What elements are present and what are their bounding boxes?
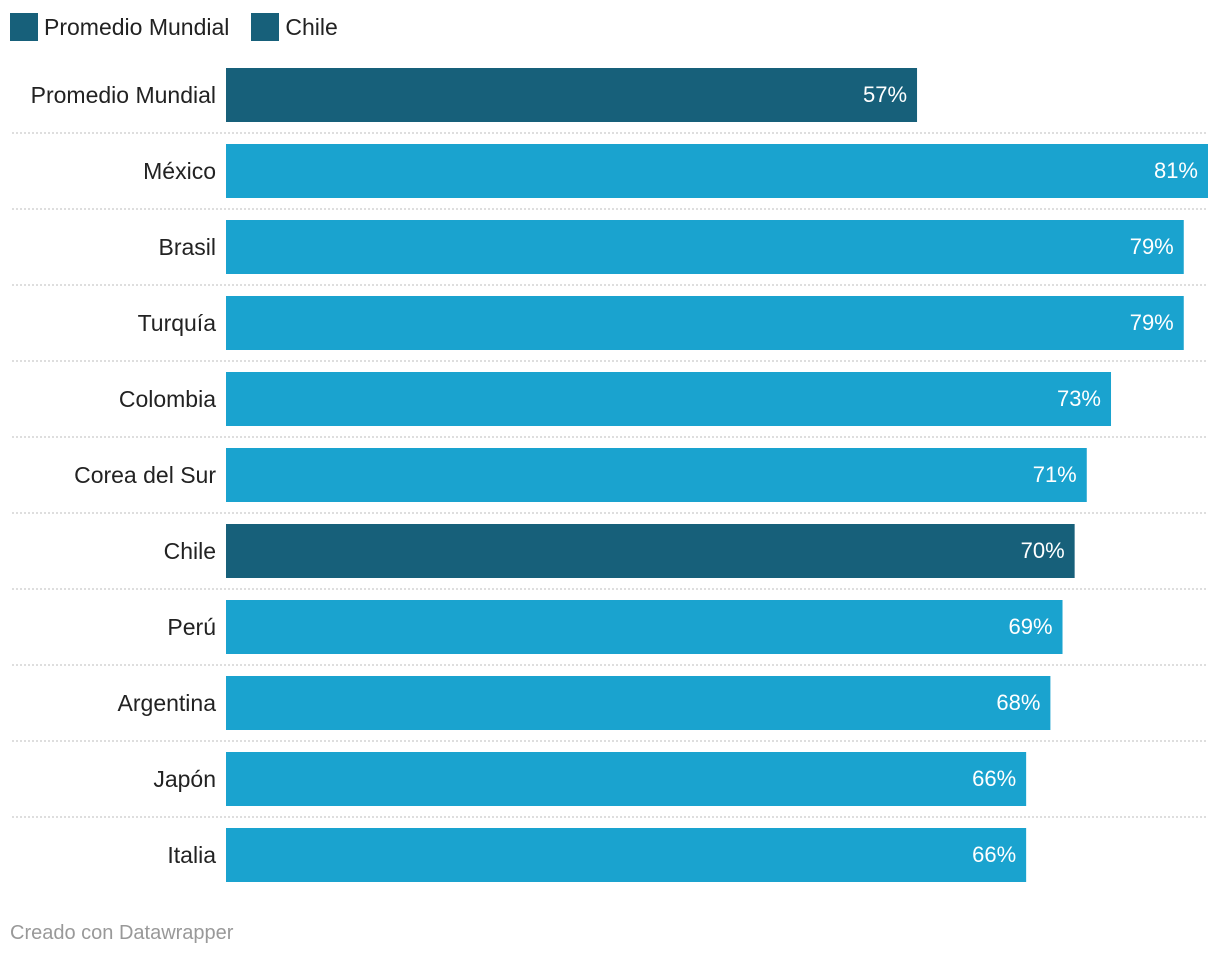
bar-row-brasil: Brasil 79% <box>158 220 1184 274</box>
category-label-chile: Chile <box>164 538 216 564</box>
category-label-japon: Japón <box>153 766 216 792</box>
value-label-mexico: 81% <box>1154 158 1198 183</box>
value-label-argentina: 68% <box>996 690 1040 715</box>
bar-italia <box>226 828 1027 882</box>
bar-argentina <box>226 676 1051 730</box>
category-label-corea-del-sur: Corea del Sur <box>74 462 216 488</box>
bar-corea-del-sur <box>226 448 1087 502</box>
bar-row-chile: Chile 70% <box>164 524 1075 578</box>
value-label-brasil: 79% <box>1130 234 1174 259</box>
value-label-chile: 70% <box>1021 538 1065 563</box>
bar-row-italia: Italia 66% <box>167 828 1027 882</box>
legend-item-promedio-mundial: Promedio Mundial <box>10 13 229 41</box>
bar-brasil <box>226 220 1184 274</box>
category-label-mexico: México <box>143 158 216 184</box>
legend-swatch-promedio-mundial <box>10 13 38 41</box>
bar-turquia <box>226 296 1184 350</box>
category-label-colombia: Colombia <box>119 386 216 412</box>
bar-peru <box>226 600 1063 654</box>
value-label-promedio-mundial: 57% <box>863 82 907 107</box>
legend-label-chile: Chile <box>285 13 338 40</box>
bar-row-peru: Perú 69% <box>167 600 1063 654</box>
value-label-turquia: 79% <box>1130 310 1174 335</box>
bar-row-mexico: México 81% <box>143 144 1208 198</box>
value-label-italia: 66% <box>972 842 1016 867</box>
bar-row-corea-del-sur: Corea del Sur 71% <box>74 448 1087 502</box>
category-label-brasil: Brasil <box>158 234 216 260</box>
legend-item-chile: Chile <box>251 13 338 41</box>
bar-row-turquia: Turquía 79% <box>138 296 1184 350</box>
bar-colombia <box>226 372 1112 426</box>
bar-mexico <box>226 144 1208 198</box>
value-label-colombia: 73% <box>1057 386 1101 411</box>
bar-promedio-mundial <box>226 68 918 122</box>
bar-row-colombia: Colombia 73% <box>119 372 1112 426</box>
bar-chart: Promedio Mundial 57%México 81%Brasil 79%Tur… <box>12 68 1208 882</box>
bar-row-argentina: Argentina 68% <box>118 676 1051 730</box>
value-label-peru: 69% <box>1008 614 1052 639</box>
category-label-argentina: Argentina <box>118 690 217 716</box>
legend: Promedio Mundial Chile <box>10 11 360 43</box>
footer-credit: Creado con Datawrapper <box>10 922 234 944</box>
legend-swatch-chile <box>251 13 280 41</box>
category-label-turquia: Turquía <box>138 310 217 336</box>
category-label-peru: Perú <box>167 614 216 640</box>
bar-chile <box>226 524 1075 578</box>
bar-row-japon: Japón 66% <box>153 752 1027 806</box>
legend-label-promedio-mundial: Promedio Mundial <box>44 13 230 40</box>
category-label-promedio-mundial: Promedio Mundial <box>31 82 216 108</box>
category-label-italia: Italia <box>167 842 216 868</box>
value-label-corea-del-sur: 71% <box>1033 462 1077 487</box>
value-label-japon: 66% <box>972 766 1016 791</box>
bar-japon <box>226 752 1027 806</box>
bar-row-promedio-mundial: Promedio Mundial 57% <box>31 68 918 122</box>
